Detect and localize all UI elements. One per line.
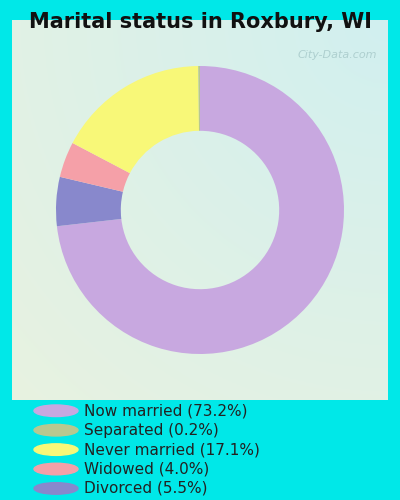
- Wedge shape: [198, 66, 200, 131]
- Text: City-Data.com: City-Data.com: [297, 50, 377, 60]
- Text: Divorced (5.5%): Divorced (5.5%): [84, 481, 208, 496]
- Wedge shape: [60, 143, 130, 192]
- Circle shape: [34, 482, 78, 494]
- Text: Now married (73.2%): Now married (73.2%): [84, 403, 248, 418]
- Text: Never married (17.1%): Never married (17.1%): [84, 442, 260, 457]
- Wedge shape: [57, 66, 344, 354]
- Circle shape: [34, 424, 78, 436]
- Text: Widowed (4.0%): Widowed (4.0%): [84, 462, 209, 476]
- Circle shape: [34, 463, 78, 475]
- Wedge shape: [56, 177, 123, 226]
- Text: Marital status in Roxbury, WI: Marital status in Roxbury, WI: [28, 12, 372, 32]
- Circle shape: [34, 405, 78, 416]
- Wedge shape: [72, 66, 199, 173]
- Text: Separated (0.2%): Separated (0.2%): [84, 422, 219, 438]
- Circle shape: [34, 444, 78, 456]
